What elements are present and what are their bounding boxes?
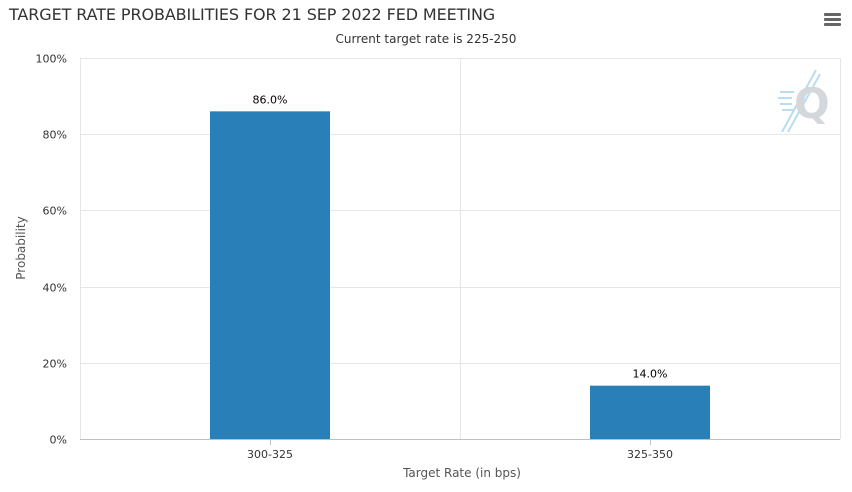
y-tick-label: 100% <box>36 53 67 66</box>
chart-title: TARGET RATE PROBABILITIES FOR 21 SEP 202… <box>9 5 496 24</box>
x-tick-label: 300-325 <box>247 448 293 461</box>
y-tick-label: 80% <box>43 129 67 142</box>
labels: 0% 20% 40% 60% 80% 100% 86.0% 300-325 14.0% 325-3… <box>36 53 673 462</box>
bar <box>590 385 710 439</box>
axes <box>80 439 840 445</box>
y-tick-label: 40% <box>43 282 67 295</box>
bar-data-label: 86.0% <box>253 93 288 106</box>
y-tick-label: 60% <box>43 205 67 218</box>
y-tick-label: 20% <box>43 358 67 371</box>
x-tick-label: 325-350 <box>627 448 673 461</box>
x-axis-title: Target Rate (in bps) <box>402 466 521 480</box>
bar-data-label: 14.0% <box>633 368 668 381</box>
quikstrike-q-logo-icon: Q <box>778 69 830 133</box>
hamburger-menu-icon[interactable] <box>824 13 842 27</box>
y-tick-label: 0% <box>50 434 67 447</box>
bar <box>210 111 330 439</box>
svg-text:Q: Q <box>794 79 830 128</box>
y-axis-title: Probability <box>14 216 28 279</box>
grid-lines <box>80 58 841 439</box>
bars <box>210 111 710 439</box>
chart-subtitle: Current target rate is 225-250 <box>335 32 517 46</box>
